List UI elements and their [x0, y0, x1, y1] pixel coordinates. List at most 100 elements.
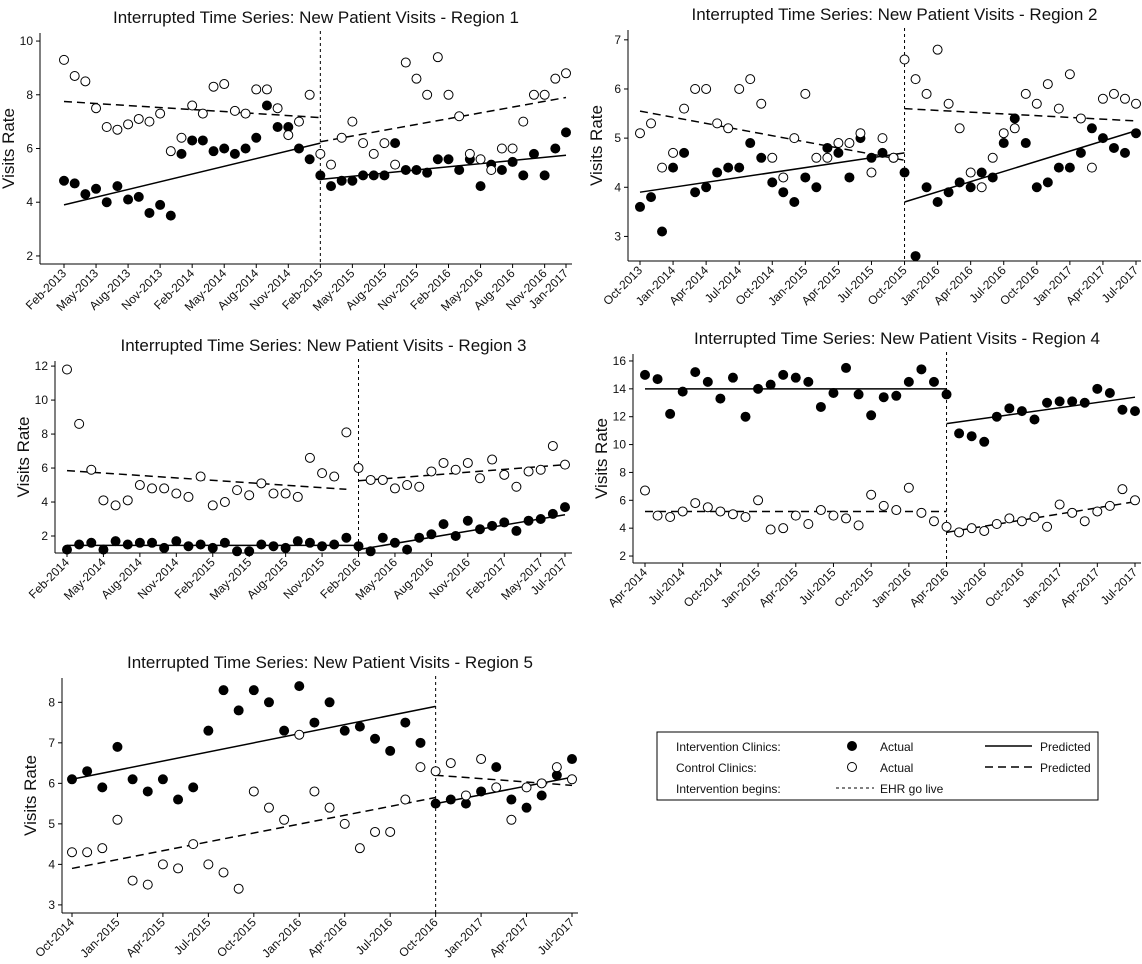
y-tick-label: 10	[613, 438, 627, 452]
y-tick-label: 2	[26, 249, 33, 263]
intervention-dot	[1067, 396, 1078, 407]
control-dot	[1020, 88, 1031, 99]
predicted-line	[639, 110, 905, 161]
intervention-dot	[91, 183, 102, 194]
control-dot	[561, 68, 571, 79]
control-dot	[144, 116, 155, 127]
control-dot	[358, 138, 369, 149]
intervention-dot	[828, 388, 839, 399]
intervention-dot	[657, 226, 668, 237]
intervention-dot	[921, 182, 932, 193]
x-tick-label: Apr-2016	[907, 565, 952, 610]
control-dot	[414, 481, 425, 492]
y-tick-label: 8	[26, 88, 33, 102]
control-dot	[668, 147, 679, 158]
intervention-dot	[991, 411, 1002, 422]
predicted-line	[946, 500, 1136, 534]
control-dot	[1104, 500, 1115, 511]
intervention-dot	[110, 536, 121, 547]
control-dot	[219, 497, 230, 508]
control-dot	[450, 464, 461, 475]
legend-label: Intervention Clinics:	[676, 740, 781, 754]
control-dot	[1016, 516, 1027, 527]
control-dot	[1042, 521, 1053, 532]
control-dot	[891, 505, 902, 516]
intervention-dot	[943, 187, 954, 198]
control-dot	[370, 826, 381, 837]
intervention-dot	[528, 148, 539, 159]
control-dot	[560, 459, 570, 470]
control-dot	[347, 116, 358, 127]
predicted-line	[71, 705, 436, 781]
control-dot	[679, 103, 690, 114]
intervention-dot	[232, 546, 243, 557]
intervention-dot	[1053, 162, 1064, 173]
control-dot	[677, 506, 688, 517]
intervention-dot	[841, 362, 852, 373]
legend-actual: Actual	[880, 761, 913, 775]
intervention-dot	[112, 741, 123, 752]
intervention-dot	[679, 147, 690, 158]
control-dot	[240, 108, 251, 119]
intervention-dot	[400, 164, 411, 175]
intervention-dot	[389, 537, 400, 548]
intervention-dot	[123, 194, 134, 205]
control-dot	[127, 875, 138, 886]
y-tick-label: 12	[613, 410, 627, 424]
intervention-dot	[1031, 182, 1042, 193]
intervention-dot	[491, 762, 502, 773]
control-dot	[176, 132, 187, 143]
intervention-dot	[476, 786, 487, 797]
intervention-dot	[218, 685, 229, 696]
y-tick-label: 14	[613, 382, 627, 396]
control-dot	[855, 128, 866, 139]
control-dot	[365, 474, 376, 485]
control-dot	[142, 879, 153, 890]
control-dot	[353, 463, 364, 474]
intervention-dot	[954, 177, 965, 188]
intervention-dot	[368, 170, 379, 181]
intervention-dot	[536, 790, 547, 801]
control-dot	[443, 89, 454, 100]
x-tick-label: Jan-2015	[77, 915, 123, 961]
intervention-dot	[723, 162, 734, 173]
intervention-dot	[941, 389, 952, 400]
control-dot	[966, 523, 977, 534]
control-dot	[219, 79, 230, 90]
y-tick-label: 8	[41, 427, 48, 441]
intervention-dot	[1086, 123, 1097, 134]
control-dot	[86, 464, 97, 475]
intervention-dot	[1054, 396, 1065, 407]
control-dot	[415, 762, 426, 773]
control-dot	[899, 54, 910, 65]
control-dot	[767, 152, 778, 163]
control-dot	[640, 485, 650, 496]
control-dot	[280, 488, 291, 499]
y-tick-label: 3	[48, 898, 55, 912]
intervention-dot	[560, 502, 570, 513]
y-axis-label: Visits Rate	[21, 755, 40, 836]
intervention-dot	[430, 798, 441, 809]
panel-title: Interrupted Time Series: New Patient Vis…	[692, 5, 1098, 24]
control-dot	[928, 516, 939, 527]
intervention-dot	[370, 733, 381, 744]
control-dot	[324, 802, 335, 813]
intervention-dot	[122, 539, 133, 550]
control-dot	[165, 146, 176, 157]
control-dot	[841, 513, 852, 524]
control-dot	[389, 483, 400, 494]
panel-title: Interrupted Time Series: New Patient Vis…	[127, 653, 533, 672]
intervention-dot	[422, 167, 433, 178]
y-axis-label: Visits Rate	[0, 108, 18, 189]
intervention-dot	[248, 685, 259, 696]
x-tick-label: Oct-2015	[831, 565, 876, 610]
control-dot	[462, 457, 473, 468]
control-dot	[844, 138, 855, 149]
control-dot	[1119, 93, 1130, 104]
control-dot	[1029, 512, 1040, 523]
intervention-dot	[518, 170, 529, 181]
control-dot	[734, 83, 745, 94]
predicted-line	[63, 142, 321, 206]
y-tick-label: 4	[41, 495, 48, 509]
control-dot	[702, 502, 713, 513]
